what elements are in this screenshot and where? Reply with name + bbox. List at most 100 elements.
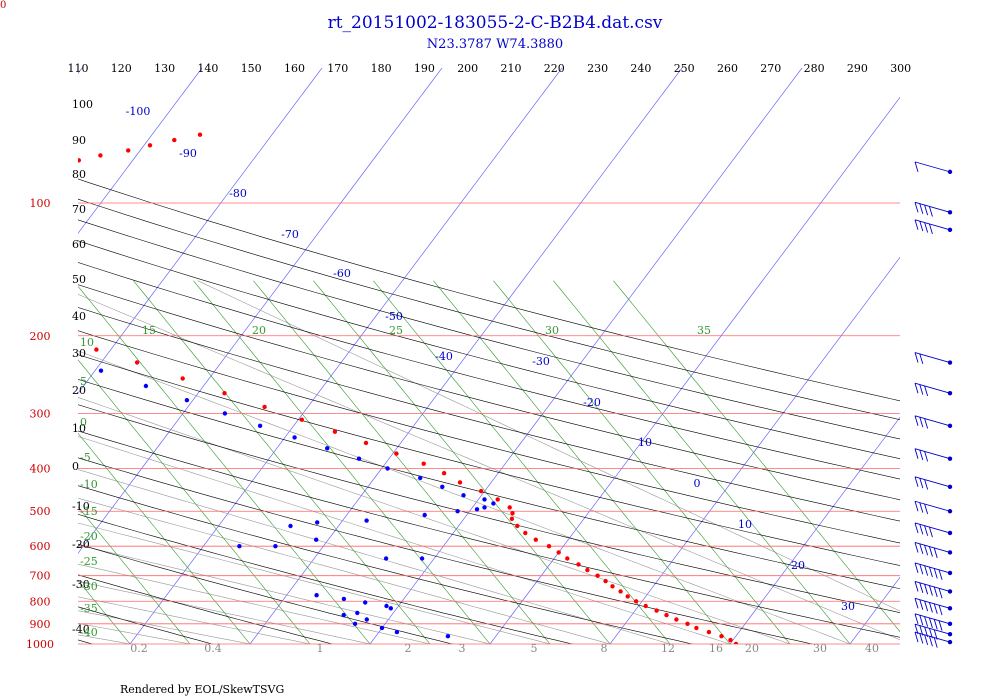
isotherm-line — [609, 256, 900, 644]
theta-top-label: 140 — [197, 62, 218, 75]
dewpoint-point — [482, 505, 487, 510]
mixing-ratio-bottom-label: 2 — [405, 642, 412, 655]
temperature-point — [509, 516, 515, 521]
wind-barb-flag — [914, 613, 919, 624]
theta-top-label: 180 — [371, 62, 392, 75]
theta-top-label: 300 — [890, 62, 911, 75]
theta-top-label: 130 — [154, 62, 175, 75]
temperature-point — [299, 417, 304, 422]
dewpoint-point — [237, 544, 242, 549]
mixing-ratio-left-label: 0 — [80, 416, 87, 429]
theta-top-label: 290 — [847, 62, 868, 75]
pressure-tick-label: 200 — [30, 330, 51, 343]
theta-top-label: 270 — [760, 62, 781, 75]
pressure-tick-label: 500 — [30, 505, 51, 518]
mixing-ratio-left-label: -35 — [80, 602, 98, 615]
pressure-tick-label: 600 — [30, 540, 51, 553]
temperature-point — [50, 330, 54, 334]
wind-barb-flag — [914, 562, 919, 574]
wind-barb-flag — [914, 448, 919, 459]
isotherm-label: 10 — [638, 436, 652, 449]
temperature-point — [55, 163, 59, 167]
wind-barb-flag — [914, 501, 919, 512]
wind-barb-flag — [914, 476, 919, 487]
left-edge-label: -10 — [72, 500, 90, 513]
wind-barb-flag — [919, 478, 924, 489]
dewpoint-point — [98, 368, 104, 373]
wind-barb-staff — [914, 415, 951, 427]
wind-barb-staff — [914, 542, 951, 553]
wind-barb-staff — [914, 581, 951, 592]
wind-barb-staff — [914, 500, 951, 512]
temperature-point — [222, 391, 227, 396]
sounding-series — [50, 132, 739, 644]
dewpoint-point — [384, 603, 389, 609]
wind-barb-flag — [928, 636, 933, 647]
dewpoint-point — [383, 556, 389, 561]
potential-temperature-line — [78, 606, 214, 644]
moist-adiabat-line — [78, 397, 791, 644]
dewpoint-point — [388, 606, 393, 611]
wind-barb-flag — [933, 619, 938, 630]
wind-barb-staff — [914, 476, 951, 488]
potential-temperature-line — [78, 330, 900, 544]
mixing-ratio-line — [253, 280, 551, 644]
pressure-tick-label: 400 — [30, 463, 51, 476]
mixing-ratio-bottom-label: 0.4 — [204, 642, 222, 655]
wind-barb-flag — [924, 616, 929, 627]
dewpoint-point — [440, 484, 445, 489]
wind-barb-flag — [919, 502, 924, 513]
mixing-ratio-bottom-label: 40 — [865, 642, 879, 655]
wind-barb-flag — [914, 383, 919, 394]
left-edge-label: 30 — [72, 347, 86, 360]
dewpoint-point — [364, 518, 369, 523]
dewpoint-point — [482, 497, 487, 502]
wind-barb-flag — [924, 222, 929, 233]
dewpoint-point — [314, 593, 319, 598]
wind-barb-staff — [914, 613, 951, 625]
dewpoint-point — [341, 596, 347, 602]
temperature-point — [495, 497, 500, 502]
left-edge-label: 70 — [72, 203, 86, 216]
mixing-ratio-line — [613, 280, 900, 633]
potential-temperature-line — [78, 430, 900, 638]
temperature-point — [556, 550, 561, 555]
wind-barb-flag — [924, 451, 929, 462]
potential-temperature-line — [78, 639, 94, 644]
wind-barb-flag — [924, 634, 929, 645]
theta-top-label: 230 — [587, 62, 608, 75]
isotherm-line — [249, 68, 683, 644]
wind-barb-flag — [933, 603, 938, 614]
isotherm-label: 10 — [738, 518, 752, 531]
temperature-point — [685, 621, 690, 626]
potential-temperature-line — [78, 178, 900, 402]
wind-barb-flag — [924, 204, 929, 216]
wind-barb-flag — [919, 417, 924, 428]
chart-subtitle: N23.3787 W74.3880 — [427, 37, 563, 52]
potential-temperature-line — [78, 307, 900, 522]
left-edge-label: 0 — [72, 460, 79, 473]
dewpoint-point — [363, 600, 368, 605]
temperature-point — [134, 360, 140, 365]
left-edge-label: 80 — [72, 168, 86, 181]
moist-adiabat-label: 25 — [389, 324, 403, 337]
pressure-tick-label: 1000 — [26, 638, 54, 651]
mixing-ratio-left-label: -20 — [80, 530, 98, 543]
left-edge-label: 90 — [72, 134, 86, 147]
pressure-tick-label: 800 — [30, 595, 51, 608]
potential-temperature-line — [78, 574, 334, 644]
potential-temperature-line — [78, 543, 454, 644]
isotherm-label: -40 — [435, 350, 453, 363]
dewpoint-point — [455, 509, 460, 514]
dewpoint-point — [60, 356, 64, 360]
wind-barb-flag — [919, 599, 924, 610]
temperature-point — [363, 440, 369, 446]
theta-top-label: 110 — [68, 62, 89, 75]
wind-barb-staff — [914, 448, 951, 460]
mixing-ratio-line — [433, 280, 731, 644]
mixing-ratio-left-label: 10 — [80, 336, 94, 349]
left-edge-label: 60 — [72, 238, 86, 251]
potential-temperature-line — [78, 485, 694, 644]
wind-barb-flag — [924, 418, 929, 429]
wind-barb-flag — [914, 415, 919, 426]
